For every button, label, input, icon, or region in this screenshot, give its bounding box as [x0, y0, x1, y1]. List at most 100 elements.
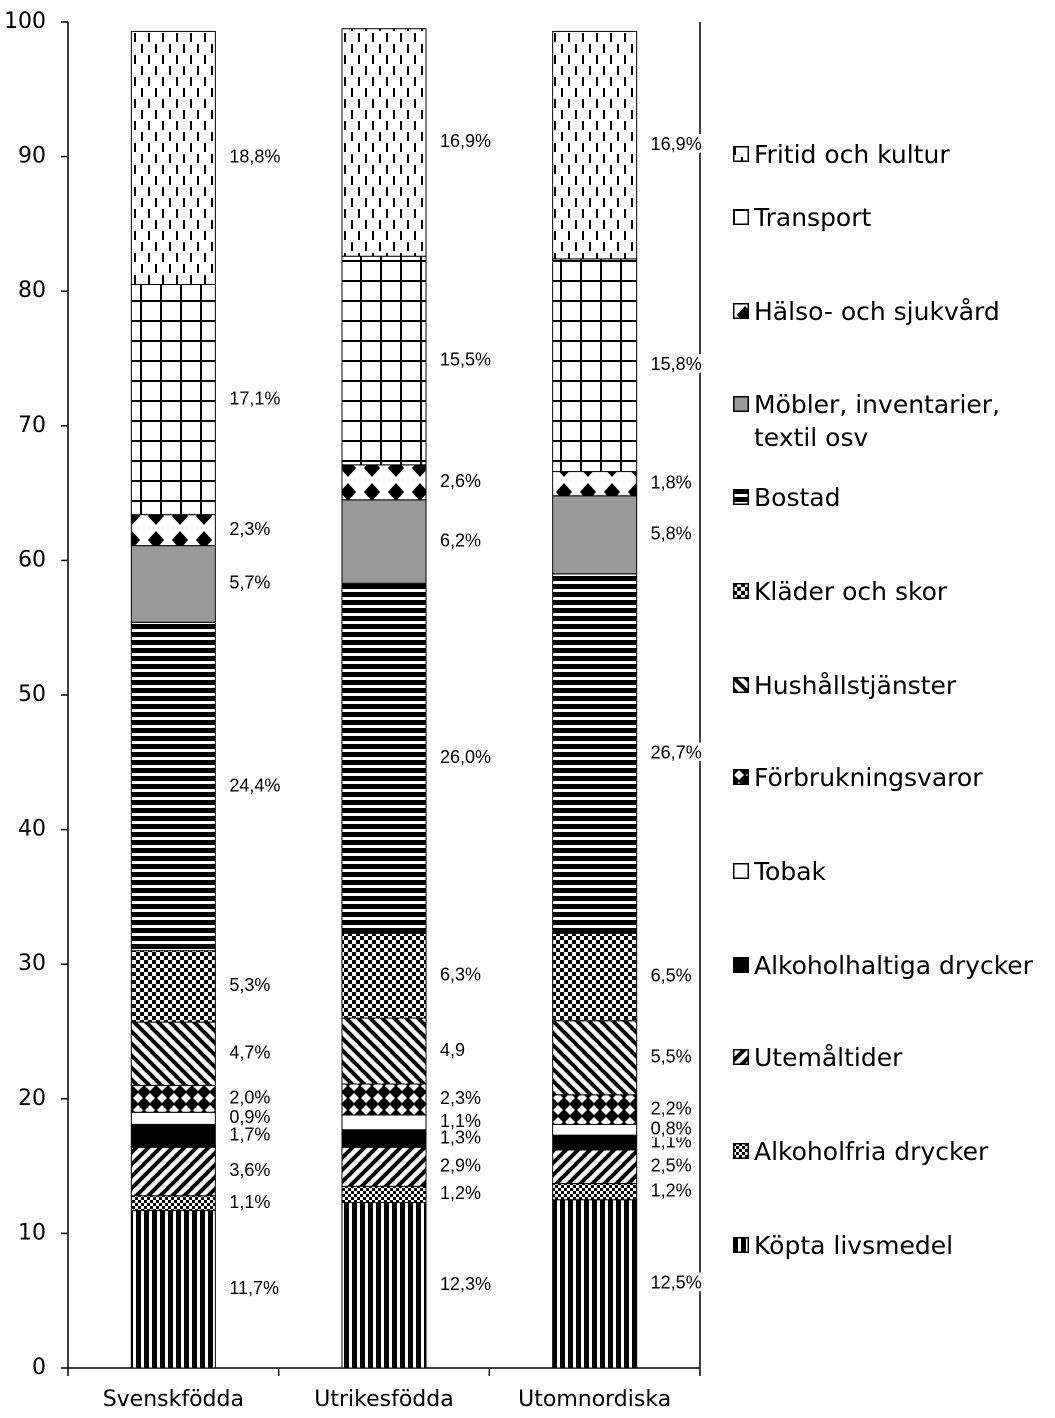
legend-label: Transport — [754, 203, 872, 232]
value-label: 2,6% — [440, 471, 481, 491]
bar-segment — [130, 1111, 216, 1125]
bar-segment — [341, 28, 427, 257]
legend-label: Alkoholfria drycker — [754, 1137, 989, 1166]
legend-label: Möbler, inventarier, textil osv — [754, 390, 1000, 452]
bar-segment — [341, 1185, 427, 1203]
value-label: 6,2% — [440, 530, 481, 550]
bar-segment — [552, 1094, 638, 1125]
legend-item: Tobak — [733, 855, 1053, 888]
value-label: 2,9% — [440, 1156, 481, 1176]
bar-segment — [130, 514, 216, 547]
legend-label: Hushållstjänster — [754, 671, 957, 700]
value-label: 1,2% — [440, 1183, 481, 1203]
legend-item: Köpta livsmedel — [733, 1229, 1053, 1262]
x-tick-label: Utrikesfödda — [314, 1387, 453, 1412]
value-label: 1,2% — [651, 1180, 692, 1200]
y-tick-label: 60 — [18, 547, 46, 572]
legend-swatch — [733, 209, 749, 225]
bar-segment — [341, 1146, 427, 1187]
y-tick-label: 0 — [32, 1355, 46, 1380]
bar-segment — [552, 573, 638, 934]
value-label: 2,0% — [229, 1088, 270, 1108]
bar-segment — [130, 1146, 216, 1197]
bar-segment — [552, 471, 638, 497]
value-label: 1,1% — [440, 1111, 481, 1131]
bar-segment — [341, 582, 427, 934]
bar-segment — [130, 30, 216, 285]
bar-segment — [130, 1123, 216, 1148]
bar-segment — [341, 1201, 427, 1369]
legend-item: Fritid och kultur — [733, 138, 1053, 171]
value-label: 2,5% — [651, 1156, 692, 1176]
bar-segment — [130, 1021, 216, 1086]
bar-segment — [552, 1199, 638, 1369]
legend-item: Möbler, inventarier, textil osv — [733, 388, 1053, 454]
bar-segment — [341, 255, 427, 466]
bar-segment — [130, 950, 216, 1023]
value-label: 1,3% — [440, 1127, 481, 1147]
value-label: 4,9 — [440, 1040, 465, 1060]
y-tick-label: 20 — [18, 1086, 46, 1111]
bar-segment — [552, 495, 638, 575]
legend-label: Hälso- och sjukvård — [754, 297, 1000, 326]
bar-segment — [552, 1123, 638, 1136]
value-label: 24,4% — [229, 775, 280, 795]
value-label: 0,9% — [229, 1107, 270, 1127]
legend-swatch — [733, 303, 749, 319]
legend-label: Bostad — [754, 483, 841, 512]
y-tick-label: 50 — [18, 682, 46, 707]
legend-label: Alkoholhaltiga drycker — [754, 951, 1033, 980]
bar-segment — [130, 1084, 216, 1113]
y-tick-label: 40 — [18, 817, 46, 842]
bar-segment — [341, 932, 427, 1019]
value-label: 1,1% — [229, 1192, 270, 1212]
value-label: 12,5% — [651, 1273, 702, 1293]
value-label: 5,7% — [229, 573, 270, 593]
value-label: 0,8% — [651, 1119, 692, 1139]
legend-item: Alkoholhaltiga drycker — [733, 949, 1053, 982]
legend-swatch — [733, 489, 749, 505]
bar-segment — [341, 1083, 427, 1116]
value-label: 11,7% — [229, 1278, 279, 1298]
value-label: 26,7% — [651, 742, 702, 762]
legend-swatch — [733, 677, 749, 693]
bar-segment — [341, 1114, 427, 1131]
value-label: 12,3% — [440, 1274, 491, 1294]
value-label: 6,3% — [440, 964, 481, 984]
value-label: 16,9% — [440, 131, 491, 151]
legend-swatch — [733, 1143, 749, 1159]
y-tick-label: 70 — [18, 413, 46, 438]
value-label: 1,1% — [651, 1131, 692, 1151]
value-label: 4,7% — [229, 1042, 270, 1062]
legend-swatch — [733, 146, 749, 162]
legend-swatch — [733, 1049, 749, 1065]
bar-segment — [130, 283, 216, 516]
value-label: 5,3% — [229, 975, 270, 995]
legend-item: Kläder och skor — [733, 575, 1053, 608]
y-tick-label: 90 — [18, 144, 46, 169]
bar-segment — [552, 1149, 638, 1185]
bar-segment — [552, 1183, 638, 1201]
legend-swatch — [733, 396, 749, 412]
value-label: 2,3% — [440, 1088, 481, 1108]
bar-segment — [552, 30, 638, 260]
legend-swatch — [733, 769, 749, 785]
legend-swatch — [733, 863, 749, 879]
value-label: 15,8% — [651, 354, 702, 374]
bar-segment — [341, 1129, 427, 1148]
bar-segment — [130, 1210, 216, 1369]
value-label: 1,7% — [229, 1125, 270, 1145]
value-label: 5,8% — [651, 524, 692, 544]
legend-item: Utemåltider — [733, 1041, 1053, 1074]
bar-segment — [130, 1195, 216, 1212]
legend-item: Hälso- och sjukvård — [733, 295, 1053, 328]
legend-swatch — [733, 1237, 749, 1253]
value-label: 2,3% — [229, 519, 270, 539]
legend-swatch — [733, 583, 749, 599]
x-tick-label: Utomnordiska — [518, 1387, 671, 1412]
legend-item: Transport — [733, 201, 1053, 234]
bar-segment — [130, 545, 216, 623]
legend-label: Köpta livsmedel — [754, 1231, 954, 1260]
